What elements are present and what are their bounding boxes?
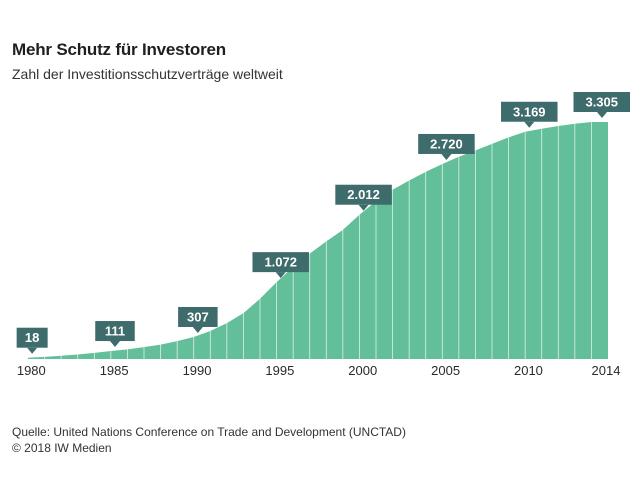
area-segment-2003	[409, 171, 426, 359]
callout-pointer	[441, 153, 452, 160]
x-tick-label: 2000	[348, 363, 377, 378]
area-segment-2010	[525, 128, 542, 359]
callout-1990: 307	[178, 306, 218, 333]
callout-2010: 3.169	[501, 101, 558, 128]
callout-2014: 3.305	[573, 92, 630, 118]
callout-box	[178, 306, 218, 327]
callout-box	[501, 101, 558, 122]
area-segment-1994	[260, 282, 277, 359]
area-segment-2002	[392, 180, 410, 359]
callout-pointer	[27, 347, 38, 354]
area-segment-1992	[226, 313, 244, 359]
callout-label: 1.072	[264, 255, 297, 270]
area-layer	[28, 122, 608, 359]
callout-pointer	[275, 272, 286, 279]
callout-label: 307	[187, 309, 209, 324]
callout-box	[573, 92, 630, 112]
callout-label: 2.720	[430, 136, 463, 151]
area-segment-1996	[293, 253, 310, 359]
callout-label: 3.305	[585, 95, 618, 110]
area-segment-1998	[326, 229, 343, 359]
area-segment-1988	[160, 341, 178, 359]
callout-pointer	[358, 204, 369, 211]
callout-pointer	[192, 326, 203, 333]
area-segment-1986	[127, 347, 144, 359]
callout-label: 111	[105, 324, 125, 339]
callout-1985: 111	[95, 321, 135, 348]
area-segment-2014	[591, 122, 608, 359]
callout-pointer	[524, 121, 535, 128]
area-segment-1980	[28, 356, 45, 359]
callout-2005: 2.720	[418, 133, 475, 160]
callout-label: 3.169	[513, 104, 546, 119]
x-tick-label: 2005	[431, 363, 460, 378]
area-segment-2000	[359, 201, 376, 359]
area-segment-2008	[492, 137, 509, 359]
callout-box	[252, 252, 309, 273]
x-tick-label: 2010	[514, 363, 543, 378]
area-segment-2001	[376, 189, 393, 359]
area-segment-1989	[177, 336, 194, 359]
area-segment-1999	[342, 214, 360, 359]
callout-1995: 1.072	[252, 252, 309, 279]
area-segment-2011	[541, 125, 559, 359]
area-segment-2006	[458, 150, 476, 359]
area-segment-2009	[508, 131, 526, 359]
source-note: Quelle: United Nations Conference on Tra…	[12, 425, 406, 439]
callout-1980: 18	[16, 327, 48, 354]
callout-pointer	[597, 112, 607, 118]
callout-box	[418, 133, 475, 154]
area-segment-2013	[574, 122, 592, 359]
area-segment-1991	[210, 323, 227, 359]
callout-box	[335, 184, 392, 205]
callout-box	[95, 321, 135, 342]
area-segment-1982	[61, 354, 78, 359]
year-dividers	[44, 122, 592, 359]
area-segment-2004	[425, 163, 443, 359]
area-segment-1995	[276, 267, 294, 359]
x-tick-label: 1990	[183, 363, 212, 378]
x-tick-label: 1980	[17, 363, 46, 378]
area-segment-1984	[94, 351, 111, 359]
area-segment-2005	[442, 156, 459, 359]
area-segment-1985	[110, 349, 128, 359]
area-segment-2007	[475, 143, 492, 359]
area-segment-1993	[243, 298, 260, 359]
callout-2000: 2.012	[335, 184, 392, 211]
chart-subtitle: Zahl der Investitionsschutzverträge welt…	[12, 66, 283, 82]
chart-title: Mehr Schutz für Investoren	[12, 40, 226, 59]
area-segment-1983	[77, 352, 95, 359]
copyright-note: © 2018 IW Medien	[12, 441, 112, 455]
callout-label: 2.012	[347, 187, 380, 202]
area-segment-1990	[193, 331, 211, 359]
callout-box	[16, 327, 48, 348]
x-axis-ticks: 1980 1985 1990 1995 2000 2005 2010 2014	[17, 363, 621, 378]
value-callouts: 18 111 307 1.072 2.012 2.720 3.169 3.305	[16, 92, 630, 354]
callout-pointer	[110, 341, 120, 348]
area-segment-2012	[558, 123, 575, 359]
callout-label: 18	[25, 330, 39, 345]
x-tick-label: 1995	[265, 363, 294, 378]
x-tick-label: 1985	[100, 363, 129, 378]
x-tick-label: 2014	[592, 363, 621, 378]
area-segment-1987	[144, 344, 161, 359]
area-segment-1981	[44, 355, 62, 359]
area-segment-1997	[309, 241, 327, 359]
